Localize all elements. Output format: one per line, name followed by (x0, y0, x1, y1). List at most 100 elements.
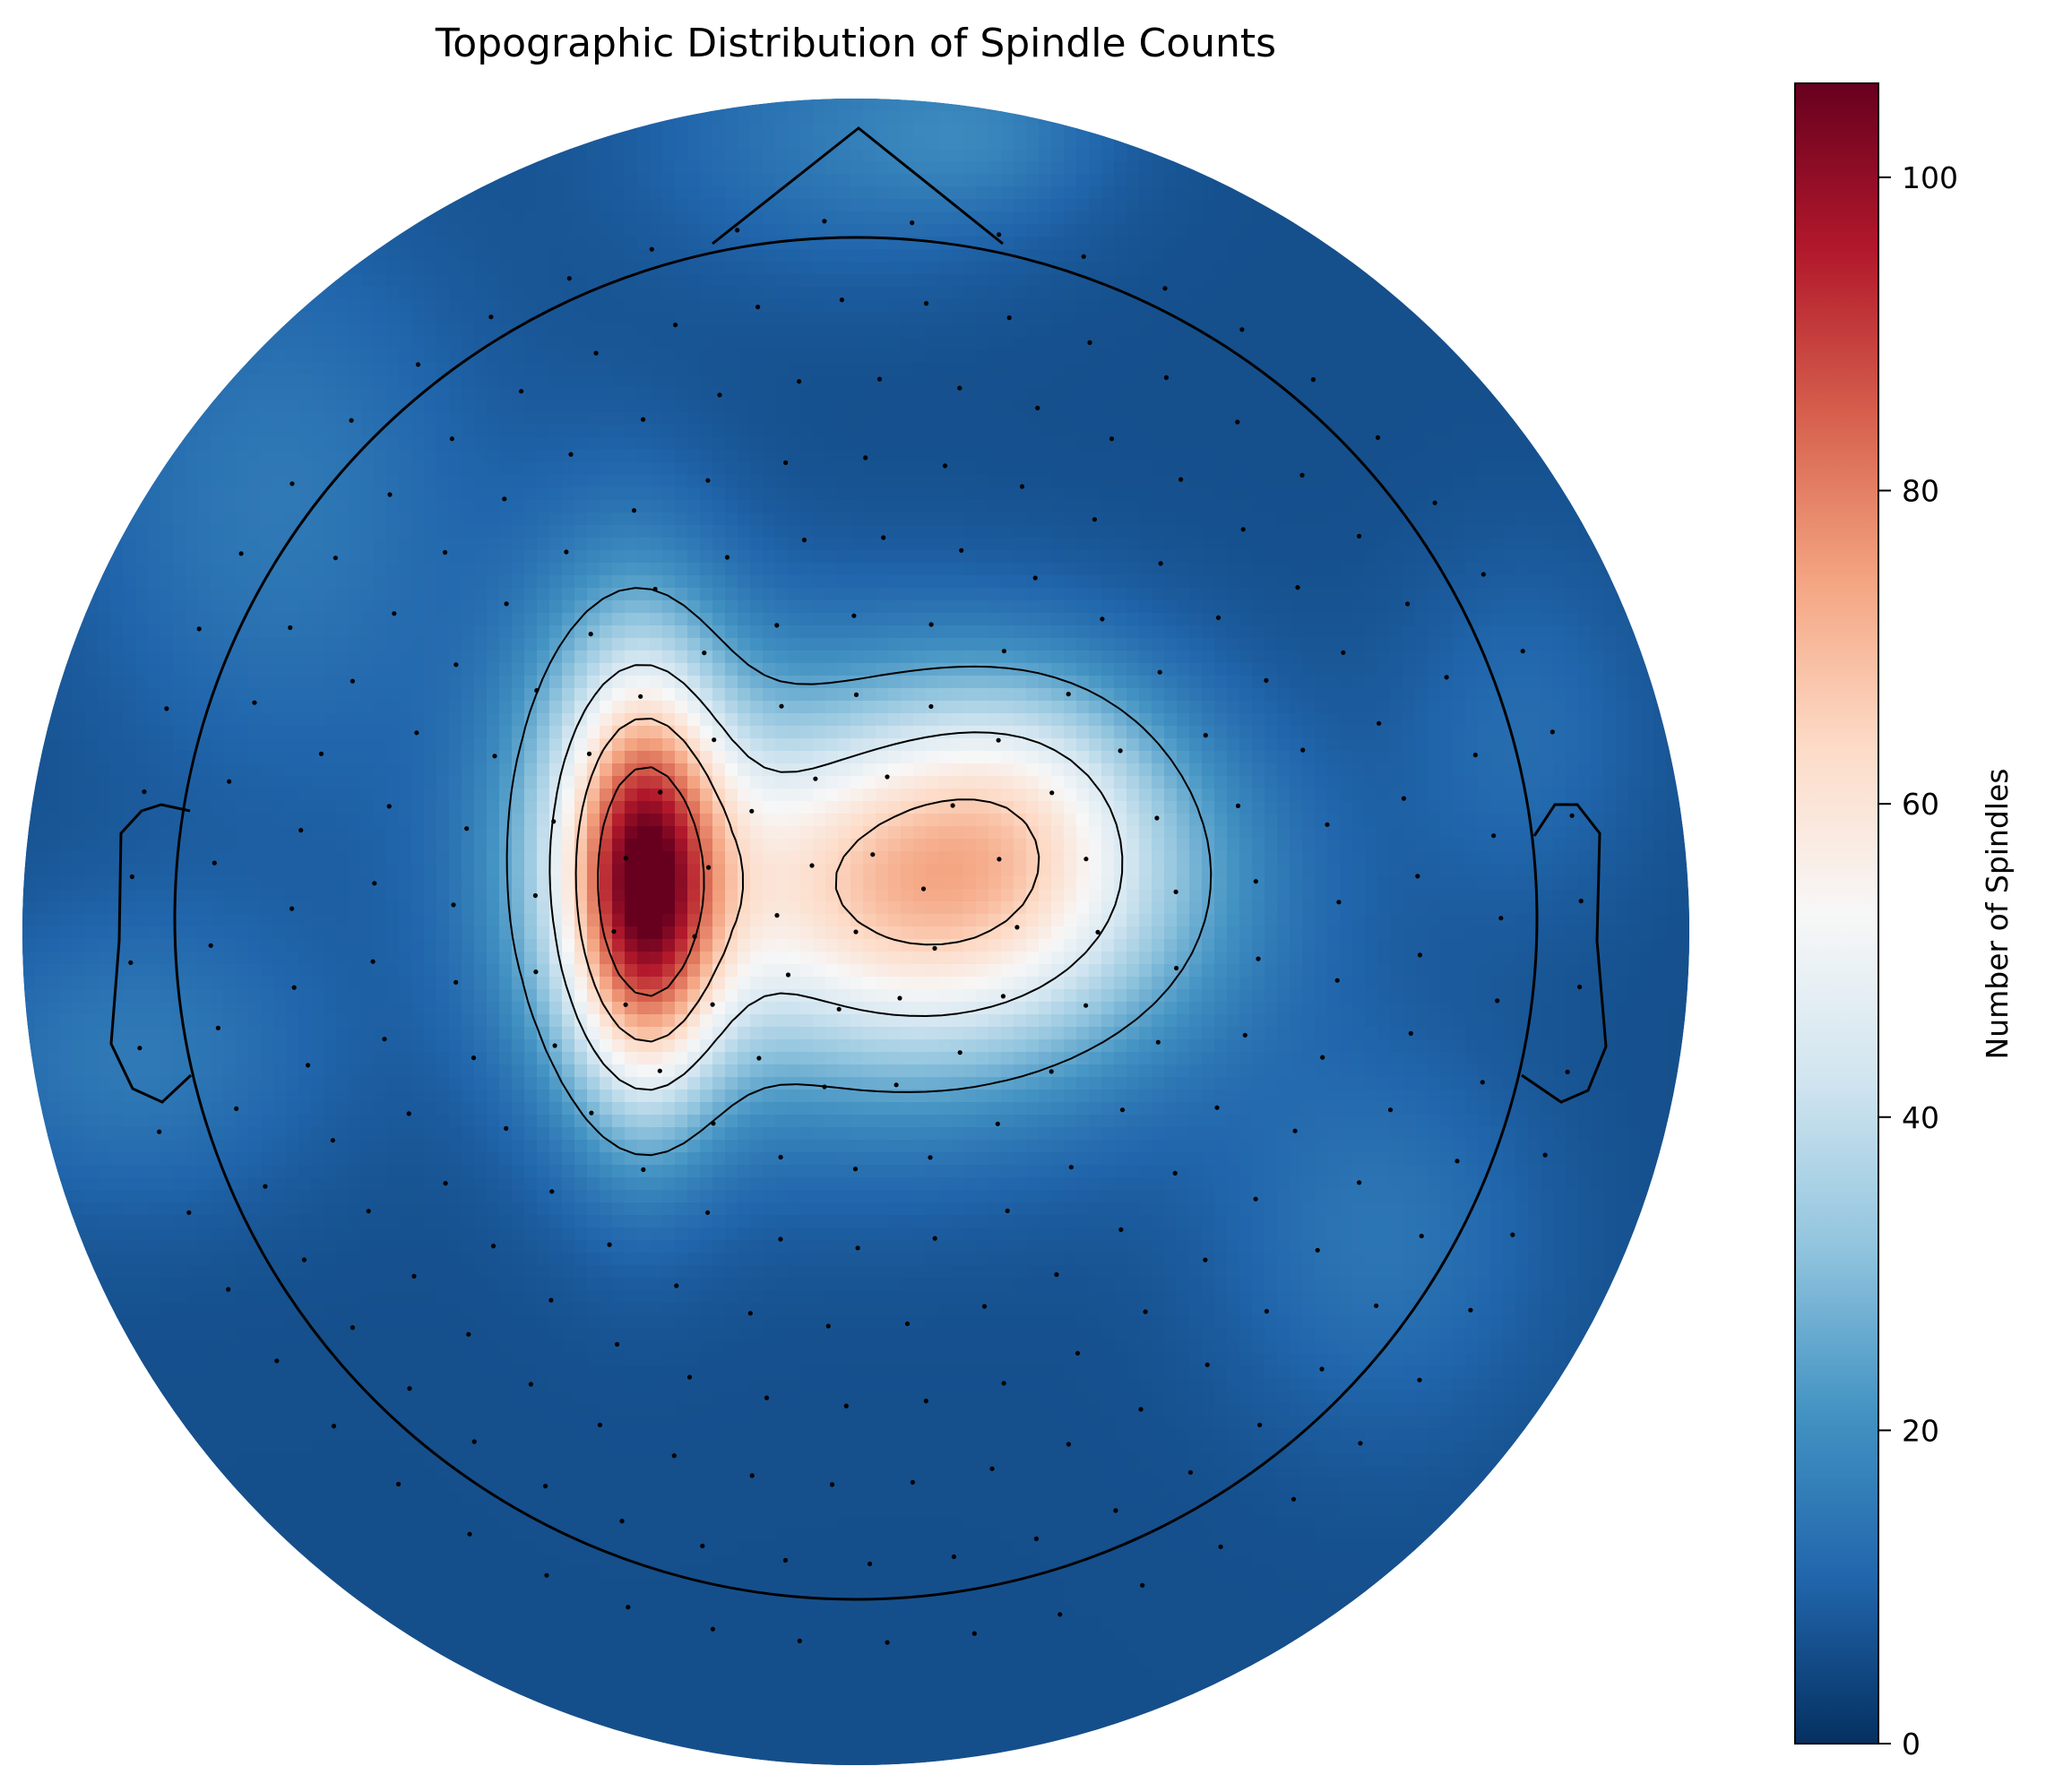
heatmap-cell (349, 575, 362, 589)
heatmap-cell (1265, 538, 1278, 551)
heatmap-cell (1164, 199, 1178, 212)
heatmap-cell (549, 375, 563, 388)
heatmap-cell (236, 487, 249, 501)
heatmap-cell (725, 186, 738, 200)
heatmap-cell (449, 487, 462, 501)
heatmap-cell (1177, 287, 1190, 300)
heatmap-cell (487, 425, 500, 438)
heatmap-cell (1315, 412, 1328, 426)
heatmap-cell (951, 124, 964, 137)
heatmap-cell (1290, 287, 1303, 300)
heatmap-cell (1302, 550, 1316, 564)
heatmap-cell (1566, 613, 1579, 626)
heatmap-cell (738, 538, 751, 551)
heatmap-cell (1415, 563, 1429, 576)
heatmap-cell (800, 199, 814, 212)
heatmap-cell (1528, 650, 1541, 664)
heatmap-cell (311, 625, 324, 639)
heatmap-cell (1641, 663, 1654, 676)
heatmap-cell (1315, 400, 1328, 413)
heatmap-cell (386, 638, 400, 651)
heatmap-cell (1039, 174, 1052, 187)
heatmap-cell (775, 613, 789, 626)
heatmap-cell (1177, 199, 1190, 212)
heatmap-cell (1465, 462, 1479, 476)
heatmap-cell (1352, 287, 1366, 300)
heatmap-cell (988, 638, 1002, 651)
heatmap-cell (1403, 538, 1416, 551)
heatmap-cell (1026, 362, 1040, 375)
heatmap-cell (1064, 701, 1077, 714)
heatmap-cell (850, 676, 864, 689)
heatmap-cell (1390, 676, 1403, 689)
heatmap-cell (888, 337, 902, 350)
heatmap-cell (976, 237, 989, 250)
heatmap-cell (825, 136, 839, 150)
heatmap-cell (1214, 487, 1228, 501)
heatmap-cell (1603, 613, 1617, 626)
heatmap-cell (173, 600, 186, 614)
heatmap-cell (988, 262, 1002, 275)
heatmap-cell (938, 262, 952, 275)
heatmap-cell (775, 500, 789, 513)
heatmap-cell (248, 688, 262, 702)
heatmap-cell (1327, 287, 1341, 300)
heatmap-cell (1302, 262, 1316, 275)
heatmap-cell (1252, 237, 1265, 250)
heatmap-cell (1239, 299, 1253, 313)
heatmap-cell (976, 161, 989, 175)
heatmap-cell (1528, 475, 1541, 488)
heatmap-cell (311, 563, 324, 576)
heatmap-cell (487, 475, 500, 488)
heatmap-cell (1127, 525, 1140, 538)
heatmap-cell (913, 149, 927, 162)
heatmap-cell (311, 726, 324, 739)
heatmap-cell (1453, 450, 1466, 463)
heatmap-cell (424, 663, 437, 676)
heatmap-cell (261, 625, 274, 639)
heatmap-cell (1164, 550, 1178, 564)
heatmap-cell (261, 713, 274, 727)
heatmap-cell (750, 450, 764, 463)
heatmap-cell (662, 650, 676, 664)
heatmap-cell (988, 287, 1002, 300)
heatmap-cell (938, 513, 952, 526)
heatmap-cell (1014, 149, 1027, 162)
heatmap-cell (763, 161, 776, 175)
heatmap-cell (1277, 349, 1291, 363)
heatmap-cell (549, 450, 563, 463)
heatmap-cell (537, 701, 550, 714)
heatmap-cell (800, 688, 814, 702)
heatmap-cell (324, 324, 337, 338)
heatmap-cell (1227, 638, 1240, 651)
heatmap-cell (1164, 437, 1178, 451)
heatmap-cell (311, 701, 324, 714)
heatmap-cell (1478, 625, 1491, 639)
heatmap-cell (1064, 625, 1077, 639)
heatmap-cell (160, 600, 174, 614)
heatmap-cell (800, 99, 814, 112)
heatmap-cell (951, 525, 964, 538)
heatmap-cell (700, 663, 713, 676)
heatmap-cell (1352, 450, 1366, 463)
heatmap-cell (474, 462, 488, 476)
heatmap-cell (211, 525, 224, 538)
heatmap-cell (361, 550, 375, 564)
heatmap-cell (298, 688, 312, 702)
heatmap-cell (888, 287, 902, 300)
heatmap-cell (1026, 625, 1040, 639)
heatmap-cell (712, 186, 726, 200)
heatmap-cell (349, 638, 362, 651)
heatmap-cell (361, 324, 375, 338)
heatmap-cell (675, 525, 688, 538)
heatmap-cell (248, 412, 262, 426)
heatmap-cell (1252, 400, 1265, 413)
heatmap-cell (888, 375, 902, 388)
heatmap-cell (336, 387, 350, 401)
heatmap-cell (562, 575, 575, 589)
heatmap-cell (399, 237, 412, 250)
heatmap-cell (487, 287, 500, 300)
heatmap-cell (1101, 550, 1115, 564)
heatmap-cell (938, 136, 952, 150)
heatmap-cell (1239, 650, 1253, 664)
